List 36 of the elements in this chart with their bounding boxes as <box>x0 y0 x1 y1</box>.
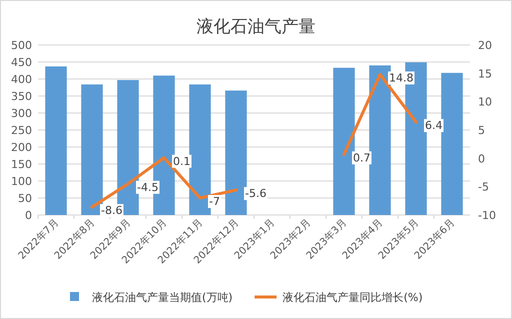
y-tick-label: 250 <box>11 124 32 137</box>
y2-tick-label: -5 <box>478 180 489 194</box>
data-label: -7 <box>209 195 220 208</box>
bar <box>189 84 211 215</box>
chart-title: 液化石油气产量 <box>196 17 316 37</box>
y2-tick-label: 20 <box>478 39 492 52</box>
y-tick-label: 500 <box>11 39 32 52</box>
bar <box>441 72 463 215</box>
y2-tick-label: 15 <box>478 67 492 80</box>
y-tick-label: 400 <box>11 73 32 86</box>
data-label: 6.4 <box>425 119 442 132</box>
y2-tick-label: 10 <box>478 96 492 109</box>
y-tick-label: 450 <box>11 56 32 69</box>
data-label: 0.1 <box>173 154 190 168</box>
legend-label: 液化石油气产量当期值(万吨) <box>92 291 233 304</box>
data-label: 0.7 <box>353 151 370 164</box>
data-label: -4.5 <box>137 180 158 194</box>
y-tick-label: 300 <box>11 107 32 120</box>
y2-tick-label: -10 <box>478 209 496 222</box>
y-tick-label: 350 <box>11 90 32 103</box>
y-tick-label: 0 <box>25 209 32 222</box>
data-label: -8.6 <box>101 204 122 218</box>
data-label: -5.6 <box>245 187 266 200</box>
legend-label: 液化石油气产量同比增长(%) <box>282 291 423 304</box>
y-tick-label: 50 <box>18 192 32 205</box>
bar <box>81 84 103 215</box>
bar <box>45 66 67 215</box>
bar <box>225 90 247 215</box>
bar <box>333 68 355 215</box>
y-tick-label: 150 <box>11 158 32 171</box>
y2-tick-label: 0 <box>478 152 485 166</box>
y-tick-label: 100 <box>11 175 32 188</box>
y2-tick-label: 5 <box>478 124 485 137</box>
data-label: 14.8 <box>389 71 414 84</box>
bar <box>369 65 391 215</box>
y-tick-label: 200 <box>11 141 32 154</box>
